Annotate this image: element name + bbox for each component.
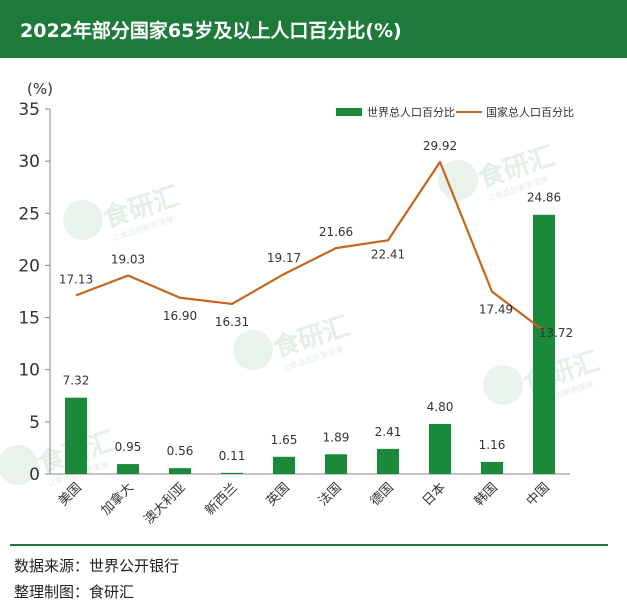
- page-title: 2022年部分国家65岁及以上人口百分比(%): [20, 19, 402, 42]
- footer-divider: [10, 544, 608, 546]
- y-tick-label: 20: [18, 256, 40, 276]
- bar: [117, 464, 139, 474]
- bar-value-label: 1.65: [271, 433, 298, 447]
- x-tick-label: 韩国: [472, 480, 501, 509]
- bar-value-label: 1.89: [323, 430, 350, 444]
- line-series-path: [75, 160, 545, 332]
- legend-line-label: 国家总人口百分比: [486, 105, 574, 119]
- watermark-logo-icon: [438, 160, 478, 200]
- bar-value-label: 24.86: [527, 191, 561, 205]
- bar: [221, 472, 243, 474]
- watermark-logo-icon: [483, 365, 523, 405]
- legend-bar-swatch: [336, 108, 362, 116]
- y-tick-label: 0: [29, 465, 40, 485]
- line-value-label: 19.17: [267, 251, 301, 265]
- y-tick-label: 10: [18, 361, 40, 381]
- line-value-label: 29.92: [423, 139, 457, 153]
- bar: [377, 448, 399, 474]
- line-value-label: 17.13: [59, 272, 93, 286]
- x-tick-label: 美国: [56, 480, 85, 509]
- watermark-logo-icon: [233, 330, 273, 370]
- x-tick-label: 德国: [368, 480, 397, 509]
- bar: [429, 423, 451, 474]
- line-value-label: 19.03: [111, 253, 145, 267]
- y-tick-label: 25: [18, 204, 40, 224]
- line-value-label: 16.90: [163, 309, 197, 323]
- x-tick-label: 英国: [264, 480, 293, 509]
- bar-value-label: 7.32: [63, 374, 90, 388]
- x-tick-label: 澳大利亚: [141, 480, 189, 528]
- bar: [65, 397, 87, 474]
- y-tick-label: 15: [18, 309, 40, 329]
- y-tick-label: 35: [18, 100, 40, 120]
- bar: [533, 214, 555, 474]
- watermark-logo-icon: [0, 445, 38, 485]
- bar-value-label: 4.80: [427, 400, 454, 414]
- x-tick-label: 中国: [524, 480, 553, 509]
- bar-value-label: 0.95: [115, 440, 142, 454]
- data-source-note: 数据来源：世界公开银行: [14, 557, 180, 575]
- line-value-label: 22.41: [371, 247, 405, 261]
- y-tick-label: 30: [18, 152, 40, 172]
- bar: [273, 456, 295, 474]
- line-value-label: 13.72: [539, 326, 573, 340]
- legend-bar-label: 世界总人口百分比: [367, 105, 455, 119]
- line-value-label: 17.49: [479, 303, 513, 317]
- x-tick-label: 新西兰: [202, 480, 241, 519]
- line-value-label: 16.31: [215, 315, 249, 329]
- author-note: 整理制图：食研汇: [14, 583, 135, 601]
- bar: [325, 454, 347, 474]
- title-bar: 2022年部分国家65岁及以上人口百分比(%): [0, 0, 627, 58]
- bar-value-label: 2.41: [375, 425, 402, 439]
- bar-value-label: 1.16: [479, 438, 506, 452]
- x-tick-label: 日本: [420, 480, 449, 509]
- bar: [169, 468, 191, 474]
- y-axis-unit-label: (%): [27, 80, 53, 98]
- x-tick-label: 加拿大: [98, 480, 137, 519]
- line-value-label: 21.66: [319, 225, 353, 239]
- watermark-logo-icon: [63, 200, 103, 240]
- y-tick-label: 5: [29, 413, 40, 433]
- bar-value-label: 0.11: [219, 449, 246, 463]
- x-tick-label: 法国: [316, 480, 345, 509]
- bar-value-label: 0.56: [167, 444, 194, 458]
- bar: [481, 461, 503, 474]
